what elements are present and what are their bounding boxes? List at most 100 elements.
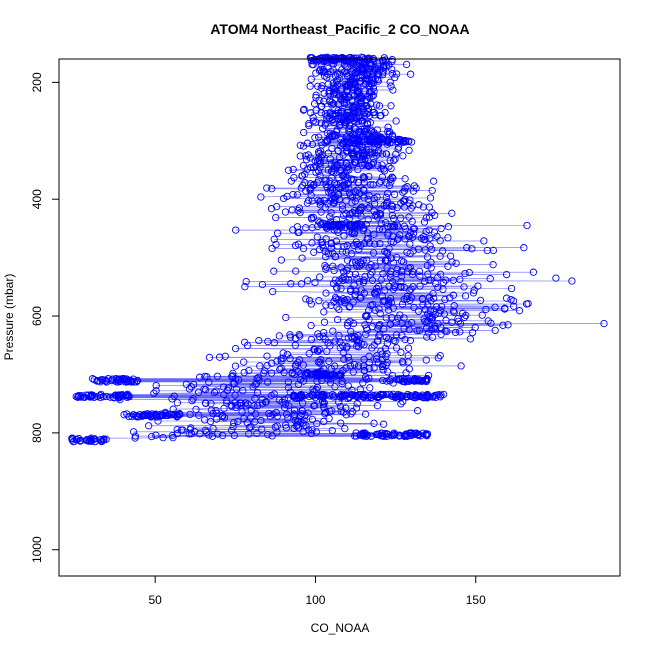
data-point xyxy=(368,344,376,352)
data-point xyxy=(196,373,204,381)
data-point xyxy=(341,296,349,305)
data-point xyxy=(294,380,303,389)
data-point xyxy=(307,109,315,117)
data-point xyxy=(407,204,415,212)
data-point xyxy=(290,424,298,433)
data-point xyxy=(297,280,306,288)
data-point xyxy=(392,344,401,352)
data-point xyxy=(201,426,210,434)
data-point xyxy=(374,282,383,291)
data-point xyxy=(408,319,416,327)
data-point xyxy=(195,411,203,419)
data-point xyxy=(439,285,447,293)
data-point xyxy=(310,402,318,410)
data-point xyxy=(379,71,387,79)
data-point xyxy=(320,89,328,98)
data-point xyxy=(270,339,279,347)
data-point xyxy=(153,413,161,421)
data-point xyxy=(142,411,150,420)
data-point xyxy=(266,412,274,420)
data-point xyxy=(300,128,308,137)
data-point xyxy=(328,117,336,125)
data-point xyxy=(315,345,324,354)
data-point xyxy=(169,405,177,413)
data-point xyxy=(509,297,518,305)
data-point xyxy=(402,377,411,385)
data-point xyxy=(319,124,327,133)
data-point xyxy=(410,303,418,312)
data-point xyxy=(131,434,139,442)
data-point xyxy=(272,240,280,249)
data-point xyxy=(446,294,454,302)
data-point xyxy=(360,174,368,182)
data-point xyxy=(102,378,111,386)
data-point xyxy=(256,362,264,370)
data-point xyxy=(188,397,196,405)
data-point xyxy=(383,339,391,348)
data-point xyxy=(342,248,350,256)
data-point xyxy=(364,215,372,223)
data-point xyxy=(173,399,182,407)
data-point xyxy=(409,233,417,241)
data-point xyxy=(282,424,290,432)
data-point xyxy=(205,353,214,362)
data-point xyxy=(316,273,324,281)
data-point xyxy=(328,133,337,141)
data-point xyxy=(482,305,490,314)
data-point xyxy=(353,262,361,271)
data-point xyxy=(302,295,310,303)
data-point xyxy=(232,403,240,412)
data-point xyxy=(267,391,276,400)
data-point xyxy=(331,196,339,204)
data-point xyxy=(357,260,366,268)
data-point xyxy=(281,400,290,408)
data-point xyxy=(343,343,351,351)
data-point xyxy=(374,77,382,85)
y-tick-label: 200 xyxy=(30,72,44,92)
data-point xyxy=(312,371,320,380)
y-tick-label: 800 xyxy=(30,423,44,443)
data-point xyxy=(399,152,407,160)
data-point xyxy=(404,344,413,352)
data-point xyxy=(457,362,465,370)
data-point xyxy=(378,292,386,300)
data-point xyxy=(296,141,304,149)
data-point xyxy=(187,383,196,391)
data-point xyxy=(245,430,253,438)
data-point xyxy=(393,314,402,322)
data-point xyxy=(275,332,283,340)
data-point xyxy=(370,230,378,238)
data-point xyxy=(423,253,432,261)
data-point xyxy=(491,326,499,335)
data-point xyxy=(466,335,475,343)
data-point xyxy=(460,313,469,321)
data-point xyxy=(387,178,395,186)
data-point xyxy=(159,434,167,442)
data-point xyxy=(241,283,249,291)
data-point xyxy=(434,283,442,292)
data-point xyxy=(422,377,431,386)
data-point xyxy=(436,237,444,245)
data-point xyxy=(307,75,315,83)
data-point xyxy=(437,330,445,339)
data-point xyxy=(382,150,391,158)
data-point xyxy=(355,343,363,351)
data-point xyxy=(368,276,377,284)
data-point xyxy=(427,264,435,272)
data-point xyxy=(326,114,334,123)
data-point xyxy=(268,244,276,253)
data-point xyxy=(106,393,114,401)
x-axis-label: CO_NOAA xyxy=(311,621,370,635)
data-point xyxy=(269,287,277,296)
data-point xyxy=(522,300,531,308)
data-point xyxy=(277,357,285,365)
data-point xyxy=(306,82,314,90)
data-point xyxy=(346,362,355,370)
data-point xyxy=(314,347,322,355)
data-point xyxy=(192,405,200,414)
data-point xyxy=(363,431,372,439)
data-point xyxy=(396,282,405,291)
data-point xyxy=(231,344,240,353)
data-point xyxy=(68,436,76,444)
